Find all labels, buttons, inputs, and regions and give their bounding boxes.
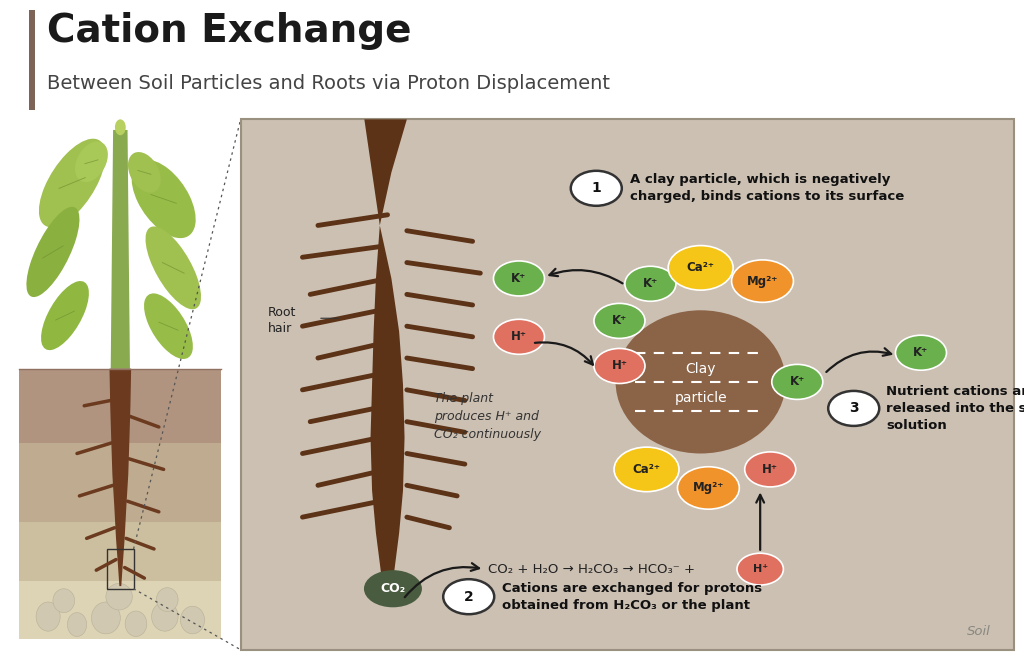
Ellipse shape xyxy=(39,139,105,227)
Circle shape xyxy=(594,349,645,383)
Circle shape xyxy=(625,267,676,301)
Circle shape xyxy=(737,553,783,585)
Text: 2: 2 xyxy=(464,589,473,604)
Polygon shape xyxy=(111,130,130,369)
Ellipse shape xyxy=(145,227,201,309)
Circle shape xyxy=(494,320,545,354)
Text: K⁺: K⁺ xyxy=(511,272,526,285)
Text: Between Soil Particles and Roots via Proton Displacement: Between Soil Particles and Roots via Pro… xyxy=(47,74,610,93)
Circle shape xyxy=(570,171,622,206)
Polygon shape xyxy=(110,369,131,586)
Circle shape xyxy=(828,391,880,426)
FancyBboxPatch shape xyxy=(241,119,1014,650)
Circle shape xyxy=(443,579,495,614)
Ellipse shape xyxy=(105,583,132,610)
FancyBboxPatch shape xyxy=(19,443,221,528)
Text: 1: 1 xyxy=(592,181,601,196)
FancyBboxPatch shape xyxy=(19,522,221,586)
Text: Nutrient cations are
released into the soil
solution: Nutrient cations are released into the s… xyxy=(886,385,1024,432)
Text: H⁺: H⁺ xyxy=(762,463,778,476)
Text: K⁺: K⁺ xyxy=(643,277,658,290)
Ellipse shape xyxy=(68,613,87,636)
Ellipse shape xyxy=(75,141,108,182)
Ellipse shape xyxy=(53,589,75,613)
FancyBboxPatch shape xyxy=(29,9,35,110)
Text: Soil: Soil xyxy=(967,625,990,638)
Text: Cations are exchanged for protons
obtained from H₂CO₃ or the plant: Cations are exchanged for protons obtain… xyxy=(502,581,762,612)
Ellipse shape xyxy=(180,606,205,634)
FancyBboxPatch shape xyxy=(19,581,221,639)
Text: H⁺: H⁺ xyxy=(611,359,628,373)
Text: Mg²⁺: Mg²⁺ xyxy=(746,274,778,288)
Ellipse shape xyxy=(132,160,196,238)
Text: Cation Exchange: Cation Exchange xyxy=(47,12,412,50)
Text: Ca²⁺: Ca²⁺ xyxy=(687,261,715,274)
Text: H⁺: H⁺ xyxy=(511,330,527,343)
Circle shape xyxy=(669,245,733,290)
Ellipse shape xyxy=(91,602,121,634)
Circle shape xyxy=(678,467,739,509)
Ellipse shape xyxy=(27,207,80,297)
FancyBboxPatch shape xyxy=(19,369,221,448)
Circle shape xyxy=(744,452,796,487)
Text: K⁺: K⁺ xyxy=(612,314,627,328)
Ellipse shape xyxy=(152,602,178,631)
Text: K⁺: K⁺ xyxy=(913,346,929,359)
Ellipse shape xyxy=(125,611,146,636)
Circle shape xyxy=(731,260,794,302)
Text: CO₂: CO₂ xyxy=(380,582,406,595)
Ellipse shape xyxy=(41,281,89,350)
Ellipse shape xyxy=(36,602,60,631)
Text: 3: 3 xyxy=(849,401,858,416)
Text: Ca²⁺: Ca²⁺ xyxy=(633,463,660,476)
Circle shape xyxy=(614,447,679,492)
Circle shape xyxy=(895,335,946,370)
Polygon shape xyxy=(365,119,407,607)
Ellipse shape xyxy=(157,587,178,611)
Circle shape xyxy=(594,304,645,338)
Text: H⁺: H⁺ xyxy=(753,564,768,574)
Ellipse shape xyxy=(615,310,785,453)
Ellipse shape xyxy=(144,294,193,359)
Text: Root
hair: Root hair xyxy=(267,306,296,335)
Circle shape xyxy=(494,261,545,296)
Text: K⁺: K⁺ xyxy=(790,375,805,389)
Ellipse shape xyxy=(115,119,126,135)
Text: Clay: Clay xyxy=(685,361,716,376)
Text: A clay particle, which is negatively
charged, binds cations to its surface: A clay particle, which is negatively cha… xyxy=(630,173,904,204)
Ellipse shape xyxy=(364,570,422,607)
Circle shape xyxy=(772,365,823,399)
Ellipse shape xyxy=(128,152,161,193)
Text: particle: particle xyxy=(675,391,727,405)
Text: Mg²⁺: Mg²⁺ xyxy=(692,481,724,495)
Text: CO₂ + H₂O → H₂CO₃ → HCO₃⁻ +: CO₂ + H₂O → H₂CO₃ → HCO₃⁻ + xyxy=(488,563,695,575)
Text: The plant
produces H⁺ and
CO₂ continuously: The plant produces H⁺ and CO₂ continuous… xyxy=(434,392,541,441)
